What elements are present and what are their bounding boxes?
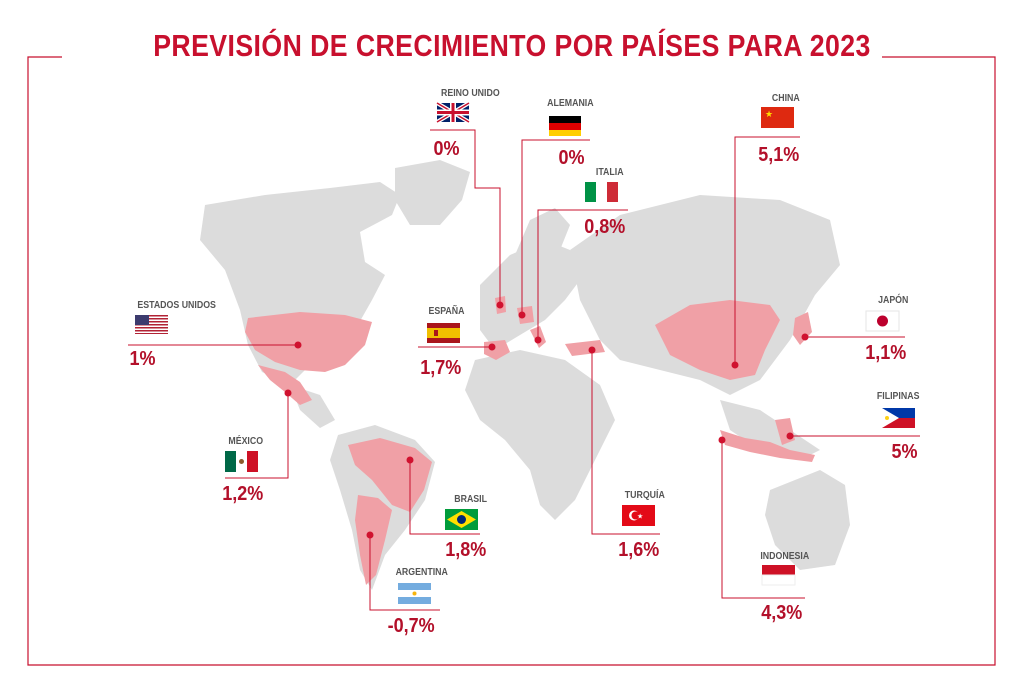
line-turquia [591, 350, 660, 535]
svg-text:★: ★ [765, 110, 773, 120]
line-china [734, 136, 800, 365]
label-alemania: ALEMANIA [547, 98, 594, 109]
line-italia [537, 209, 628, 340]
line-indonesia [721, 440, 805, 599]
value-mexico: 1,2% [222, 483, 264, 505]
dot-mexico [284, 389, 292, 397]
dot-indonesia [718, 436, 726, 444]
line-alemania [521, 139, 590, 315]
country-dots [284, 301, 809, 539]
scandinavia [515, 208, 570, 255]
flag-espana [427, 323, 460, 343]
flag-china: ★ [761, 107, 794, 128]
frame [27, 56, 996, 666]
label-espana: ESPAÑA [428, 306, 465, 317]
value-estados-unidos: 1% [129, 348, 156, 370]
label-filipinas: FILIPINAS [876, 391, 920, 402]
brazil-shape [348, 438, 432, 512]
value-japon: 1,1% [865, 342, 907, 364]
africa [465, 350, 615, 520]
value-china: 5,1% [758, 144, 800, 166]
label-argentina: ARGENTINA [395, 567, 448, 578]
highlighted-countries [245, 296, 815, 585]
value-reino-unido: 0% [433, 138, 460, 160]
page-title: PREVISIÓN DE CRECIMIENTO POR PAÍSES PARA… [153, 28, 871, 63]
dot-filipinas [786, 432, 794, 440]
line-mexico [225, 393, 289, 479]
line-brasil [409, 460, 480, 535]
usa-shape [245, 312, 372, 372]
value-turquia: 1,6% [618, 539, 660, 561]
label-mexico: MÉXICO [228, 436, 264, 447]
label-china: CHINA [771, 93, 800, 104]
indonesia-shape [720, 430, 815, 462]
southeast-asia [720, 400, 820, 460]
argentina-shape [355, 495, 392, 585]
dot-brasil [406, 456, 414, 464]
label-indonesia: INDONESIA [760, 551, 810, 562]
europe [480, 240, 580, 350]
dot-espana [488, 343, 496, 351]
label-reino-unido: REINO UNIDO [441, 88, 500, 99]
flag-turquia: ★ [622, 505, 655, 526]
line-argentina [369, 535, 440, 611]
value-italia: 0,8% [584, 216, 626, 238]
value-filipinas: 5% [891, 441, 918, 463]
mexico-shape [258, 365, 312, 405]
dot-turquia [588, 346, 596, 354]
flag-brasil [445, 509, 478, 530]
value-indonesia: 4,3% [761, 602, 803, 624]
flag-japon [865, 310, 900, 332]
flag-reino-unido [435, 101, 471, 124]
dot-estados-unidos [294, 341, 302, 349]
flag-indonesia [761, 565, 796, 586]
leader-lines [128, 129, 920, 611]
flag-italia [585, 182, 618, 202]
asia [570, 195, 840, 395]
value-alemania: 0% [558, 147, 585, 169]
value-espana: 1,7% [420, 357, 462, 379]
greenland [395, 160, 470, 225]
dot-argentina [366, 531, 374, 539]
dot-reino-unido [496, 301, 504, 309]
value-argentina: -0,7% [387, 615, 435, 637]
flag-filipinas [882, 408, 915, 428]
flag-argentina [398, 583, 431, 604]
dot-japon [801, 333, 809, 341]
china-shape [655, 300, 780, 380]
label-estados-unidos: ESTADOS UNIDOS [137, 300, 216, 311]
label-italia: ITALIA [595, 167, 624, 178]
dot-china [731, 361, 739, 369]
label-japon: JAPÓN [878, 295, 909, 306]
dot-italia [534, 336, 542, 344]
flag-mexico [225, 451, 258, 472]
label-brasil: BRASIL [454, 494, 488, 505]
label-turquia: TURQUÍA [624, 490, 665, 501]
line-reino-unido [430, 129, 501, 305]
flag-estados-unidos [135, 315, 168, 334]
value-brasil: 1,8% [445, 539, 487, 561]
dot-alemania [518, 311, 526, 319]
flag-alemania [549, 116, 581, 136]
turkey-shape [565, 340, 605, 356]
svg-text:★: ★ [637, 513, 643, 521]
australia [765, 470, 850, 570]
